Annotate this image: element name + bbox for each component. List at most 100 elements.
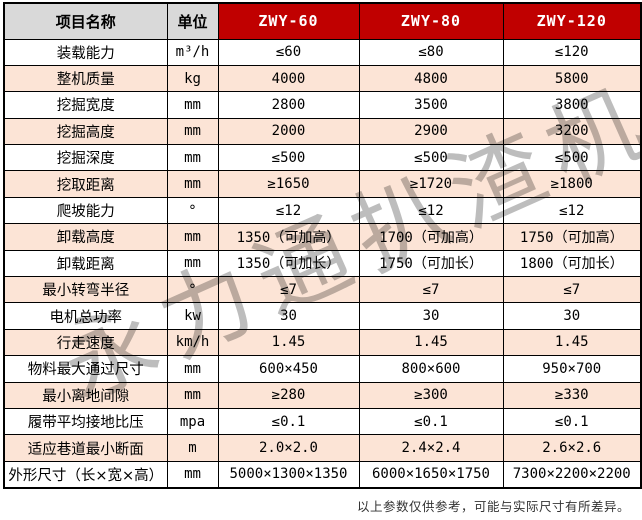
spec-name-cell: 卸载高度 [3, 223, 168, 251]
spec-unit-cell: ° [166, 196, 219, 225]
spec-value-cell: ≥300 [358, 381, 504, 409]
spec-value-cell: 5000×1300×1350 [217, 460, 360, 489]
spec-name-cell: 电机总功率 [3, 302, 168, 330]
spec-value-cell: 2900 [358, 117, 504, 146]
spec-value-cell: ≤7 [502, 276, 642, 304]
header-row: 项目名称 单位 ZWY-60 ZWY-80 ZWY-120 [3, 2, 642, 40]
spec-unit-cell: ° [166, 276, 219, 304]
spec-value-cell: ≤7 [217, 276, 360, 304]
col-header-unit: 单位 [166, 2, 219, 40]
spec-name-cell: 行走速度 [3, 328, 168, 357]
spec-unit-cell: mm [166, 223, 219, 251]
spec-value-cell: ≤12 [502, 196, 642, 225]
spec-row: 卸载距离 mm 1350（可加长） 1750（可加长） 1800（可加长） [3, 249, 642, 278]
spec-value-cell: 800×600 [358, 355, 504, 383]
col-header-model-zwy60: ZWY-60 [217, 2, 360, 40]
spec-value-cell: ≤12 [217, 196, 360, 225]
spec-value-cell: 3800 [502, 91, 642, 119]
spec-value-cell: 1700（可加高） [358, 223, 504, 251]
spec-name-cell: 爬坡能力 [3, 196, 168, 225]
spec-value-cell: 4000 [217, 64, 360, 93]
spec-row: 挖掘宽度 mm 2800 3500 3800 [3, 91, 642, 119]
spec-value-cell: 7300×2200×2200 [502, 460, 642, 489]
spec-table-container: 项目名称 单位 ZWY-60 ZWY-80 ZWY-120 装载能力 m³/h … [3, 2, 642, 489]
spec-value-cell: 1.45 [358, 328, 504, 357]
spec-row: 适应巷道最小断面 m 2.0×2.0 2.4×2.4 2.6×2.6 [3, 434, 642, 462]
spec-value-cell: 2.6×2.6 [502, 434, 642, 462]
spec-unit-cell: km/h [166, 328, 219, 357]
spec-value-cell: 2.0×2.0 [217, 434, 360, 462]
spec-row: 行走速度 km/h 1.45 1.45 1.45 [3, 328, 642, 357]
spec-value-cell: 1350（可加高） [217, 223, 360, 251]
footer-note: 以上参数仅供参考，可能与实际尺寸有所差异。 [356, 499, 630, 514]
spec-row: 最小离地间隙 mm ≥280 ≥300 ≥330 [3, 381, 642, 409]
spec-row: 挖取距离 mm ≥1650 ≥1720 ≥1800 [3, 170, 642, 198]
spec-value-cell: 600×450 [217, 355, 360, 383]
spec-row: 卸载高度 mm 1350（可加高） 1700（可加高） 1750（可加高） [3, 223, 642, 251]
spec-value-cell: ≤80 [358, 38, 504, 66]
spec-value-cell: 2.4×2.4 [358, 434, 504, 462]
spec-name-cell: 挖掘深度 [3, 144, 168, 172]
spec-row: 挖掘高度 mm 2000 2900 3200 [3, 117, 642, 146]
spec-row: 最小转弯半径 ° ≤7 ≤7 ≤7 [3, 276, 642, 304]
spec-row: 外形尺寸（长×宽×高） mm 5000×1300×1350 6000×1650×… [3, 460, 642, 489]
spec-value-cell: ≤0.1 [502, 407, 642, 436]
spec-row: 履带平均接地比压 mpa ≤0.1 ≤0.1 ≤0.1 [3, 407, 642, 436]
spec-unit-cell: mm [166, 355, 219, 383]
spec-unit-cell: mm [166, 117, 219, 146]
spec-name-cell: 整机质量 [3, 64, 168, 93]
spec-table-body: 装载能力 m³/h ≤60 ≤80 ≤120 整机质量 kg 4000 4800… [3, 38, 642, 489]
spec-unit-cell: kg [166, 64, 219, 93]
spec-name-cell: 挖掘宽度 [3, 91, 168, 119]
spec-value-cell: ≥1800 [502, 170, 642, 198]
col-header-item: 项目名称 [3, 2, 168, 40]
spec-value-cell: ≤500 [217, 144, 360, 172]
spec-value-cell: 30 [217, 302, 360, 330]
spec-unit-cell: mm [166, 460, 219, 489]
spec-unit-cell: mm [166, 144, 219, 172]
spec-value-cell: ≥280 [217, 381, 360, 409]
spec-value-cell: 5800 [502, 64, 642, 93]
spec-name-cell: 外形尺寸（长×宽×高） [3, 460, 168, 489]
spec-row: 电机总功率 kw 30 30 30 [3, 302, 642, 330]
spec-name-cell: 装载能力 [3, 38, 168, 66]
spec-unit-cell: mpa [166, 407, 219, 436]
spec-value-cell: 2000 [217, 117, 360, 146]
spec-value-cell: ≤60 [217, 38, 360, 66]
spec-value-cell: ≤12 [358, 196, 504, 225]
spec-unit-cell: mm [166, 381, 219, 409]
spec-value-cell: ≤0.1 [358, 407, 504, 436]
spec-value-cell: ≥1720 [358, 170, 504, 198]
spec-value-cell: 6000×1650×1750 [358, 460, 504, 489]
spec-row: 挖掘深度 mm ≤500 ≤500 ≤500 [3, 144, 642, 172]
spec-value-cell: 4800 [358, 64, 504, 93]
spec-unit-cell: mm [166, 170, 219, 198]
spec-unit-cell: mm [166, 249, 219, 278]
spec-value-cell: 3500 [358, 91, 504, 119]
spec-row: 物料最大通过尺寸 mm 600×450 800×600 950×700 [3, 355, 642, 383]
spec-unit-cell: m [166, 434, 219, 462]
spec-value-cell: 30 [502, 302, 642, 330]
spec-row: 整机质量 kg 4000 4800 5800 [3, 64, 642, 93]
spec-value-cell: ≥1650 [217, 170, 360, 198]
spec-value-cell: ≤500 [358, 144, 504, 172]
spec-value-cell: 950×700 [502, 355, 642, 383]
spec-value-cell: ≤7 [358, 276, 504, 304]
spec-row: 装载能力 m³/h ≤60 ≤80 ≤120 [3, 38, 642, 66]
spec-name-cell: 适应巷道最小断面 [3, 434, 168, 462]
spec-table: 项目名称 单位 ZWY-60 ZWY-80 ZWY-120 装载能力 m³/h … [3, 2, 642, 489]
spec-value-cell: 1750（可加高） [502, 223, 642, 251]
col-header-model-zwy80: ZWY-80 [358, 2, 504, 40]
spec-name-cell: 卸载距离 [3, 249, 168, 278]
spec-name-cell: 最小离地间隙 [3, 381, 168, 409]
spec-unit-cell: m³/h [166, 38, 219, 66]
spec-name-cell: 履带平均接地比压 [3, 407, 168, 436]
spec-value-cell: ≤500 [502, 144, 642, 172]
spec-unit-cell: mm [166, 91, 219, 119]
spec-row: 爬坡能力 ° ≤12 ≤12 ≤12 [3, 196, 642, 225]
spec-value-cell: ≥330 [502, 381, 642, 409]
spec-name-cell: 挖掘高度 [3, 117, 168, 146]
spec-value-cell: 1750（可加长） [358, 249, 504, 278]
spec-unit-cell: kw [166, 302, 219, 330]
spec-value-cell: 2800 [217, 91, 360, 119]
